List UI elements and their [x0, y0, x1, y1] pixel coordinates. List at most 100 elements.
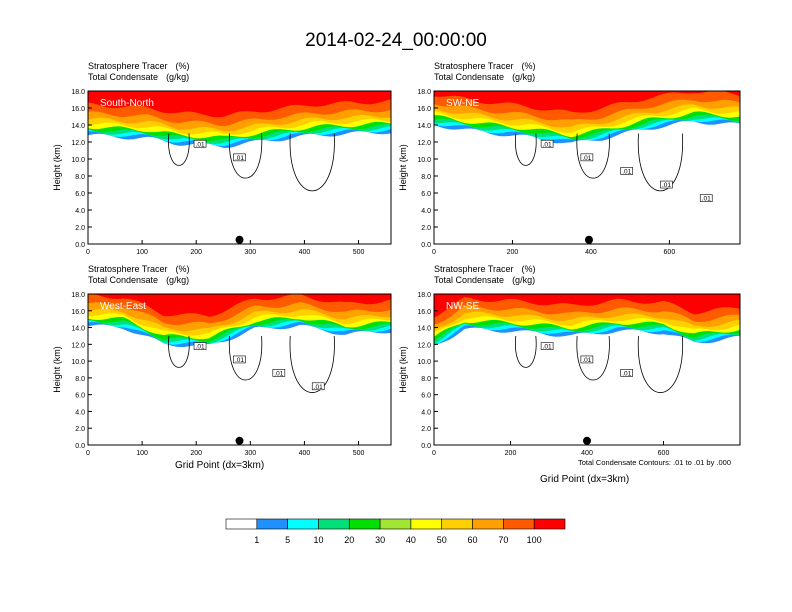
y-tick-label: 6.0: [75, 393, 85, 400]
tracer-layer: [434, 91, 740, 113]
x-tick-label: 0: [432, 450, 436, 457]
contour-label: .01: [543, 141, 552, 148]
panel-frame: [433, 90, 741, 245]
panel-2-unit-2: (g/kg): [512, 72, 536, 82]
contour-line: [228, 133, 263, 179]
contour-note: Total Condensate Contours: .01 to .01 by…: [578, 458, 732, 467]
y-tick-label: 6.0: [421, 393, 431, 400]
location-marker: [235, 436, 244, 445]
colorbar-swatch: [287, 518, 319, 530]
colorbar-swatch: [225, 518, 258, 530]
panel-3-header: Stratosphere Tracer (%) Total Condensate (…: [88, 264, 190, 286]
colorbar-swatch: [503, 518, 535, 530]
contour-line: [515, 335, 537, 368]
location-marker: [584, 235, 593, 244]
y-tick-label: 6.0: [75, 191, 85, 198]
x-tick-label: 400: [299, 249, 311, 256]
colorbar-label: 40: [406, 535, 416, 545]
colorbar: 1 5 10 20 30 40 50 60 70 100: [225, 518, 566, 545]
y-tick-label: 16.0: [71, 106, 85, 113]
panel-3-variable-1: Stratosphere Tracer: [88, 264, 168, 274]
tracer-layer: [88, 294, 391, 317]
x-tick-label: 400: [299, 450, 311, 457]
y-tick-label: 16.0: [71, 309, 85, 316]
panel-4-xaxis-title: Grid Point (dx=3km): [540, 474, 630, 485]
x-tick-label: 600: [664, 249, 676, 256]
condensate-contours: [168, 335, 335, 393]
contour-label-box: [311, 382, 325, 391]
x-tick-label: 600: [658, 450, 670, 457]
panel-2-variable-2: Total Condensate: [434, 72, 505, 82]
colorbar-label: 70: [498, 535, 508, 545]
y-tick-label: 14.0: [71, 123, 85, 130]
y-tick-label: 8.0: [75, 174, 85, 181]
contour-label: .01: [196, 141, 205, 148]
colorbar-label: 30: [375, 535, 385, 545]
contour-label-box: [660, 180, 673, 189]
y-tick-label: 2.0: [75, 225, 85, 232]
colorbar-label: 100: [527, 535, 542, 545]
y-tick-label: 2.0: [75, 426, 85, 433]
panel-2-unit-1: (%): [521, 61, 536, 71]
contour-line: [289, 133, 335, 192]
colorbar-label: 60: [468, 535, 478, 545]
colorbar-label: 50: [437, 535, 447, 545]
colorbar-swatch: [256, 518, 288, 530]
tracer-layer: [88, 91, 391, 118]
cross-section-label: SW-NE: [446, 98, 479, 109]
y-tick-label: 16.0: [417, 106, 431, 113]
cross-section-label: West-East: [100, 301, 146, 312]
panel-2-variable-1: Stratosphere Tracer: [434, 61, 514, 71]
contour-label: .01: [543, 344, 552, 351]
colorbar-swatch: [472, 518, 504, 530]
x-tick-label: 400: [585, 249, 597, 256]
panel-1-unit-2: (g/kg): [166, 72, 190, 82]
panel-3: .01 .01 .01 .01 West-East 0.0 2.0 4.0 6.0 8.0 10.0…: [52, 292, 392, 457]
panel-2: .01 .01 .01 .01 .01 SW-NE 0.0 2.0 4.0 6.0 8.0 10.0 1…: [398, 89, 741, 256]
contour-line: [168, 133, 190, 166]
x-tick-label: 100: [136, 450, 148, 457]
condensate-contours: [515, 133, 683, 192]
panel-3-unit-1: (%): [175, 264, 190, 274]
x-tick-label: 500: [353, 450, 365, 457]
contour-label: .01: [622, 168, 631, 175]
colorbar-swatch: [379, 518, 412, 530]
y-tick-label: 10.0: [71, 359, 85, 366]
panel-4-header: Stratosphere Tracer (%) Total Condensate (…: [434, 264, 536, 286]
panel-1-variable-2: Total Condensate: [88, 72, 159, 82]
contour-label-box: [193, 139, 207, 148]
panel-4-variable-2: Total Condensate: [434, 275, 505, 285]
panel-3-xaxis-title: Grid Point (dx=3km): [175, 460, 265, 471]
condensate-contours: [515, 335, 683, 393]
contour-label: .01: [582, 357, 591, 364]
y-tick-label: 14.0: [417, 326, 431, 333]
colorbar-swatch: [410, 518, 443, 530]
panel-4-unit-1: (%): [521, 264, 536, 274]
y-tick-label: 18.0: [71, 89, 85, 96]
y-tick-label: 0.0: [75, 242, 85, 249]
y-tick-label: 12.0: [71, 342, 85, 349]
x-tick-label: 100: [136, 249, 148, 256]
y-tick-label: 18.0: [71, 292, 85, 299]
colorbar-label: 5: [285, 535, 290, 545]
y-tick-label: 8.0: [421, 174, 431, 181]
y-tick-label: 18.0: [417, 292, 431, 299]
y-tick-label: 8.0: [421, 376, 431, 383]
y-tick-label: 8.0: [75, 376, 85, 383]
contour-label: .01: [235, 357, 244, 364]
location-marker: [583, 436, 591, 445]
colorbar-swatch: [318, 518, 350, 530]
y-axis-title: Height (km): [398, 144, 408, 191]
y-tick-label: 18.0: [417, 89, 431, 96]
contour-label-box: [540, 139, 554, 148]
x-tick-label: 500: [353, 249, 365, 256]
contour-line: [228, 335, 263, 381]
panel-1: .01 .01 South-North 0.0 2.0 4.0 6.0 8.0 10.0 12.0…: [52, 89, 392, 256]
contour-line: [637, 133, 683, 192]
panel-3-unit-2: (g/kg): [166, 275, 190, 285]
panel-4-variable-1: Stratosphere Tracer: [434, 264, 514, 274]
y-axis-title: Height (km): [52, 346, 62, 393]
y-tick-label: 10.0: [417, 157, 431, 164]
y-tick-label: 0.0: [421, 443, 431, 450]
contour-label-box: [620, 167, 633, 175]
